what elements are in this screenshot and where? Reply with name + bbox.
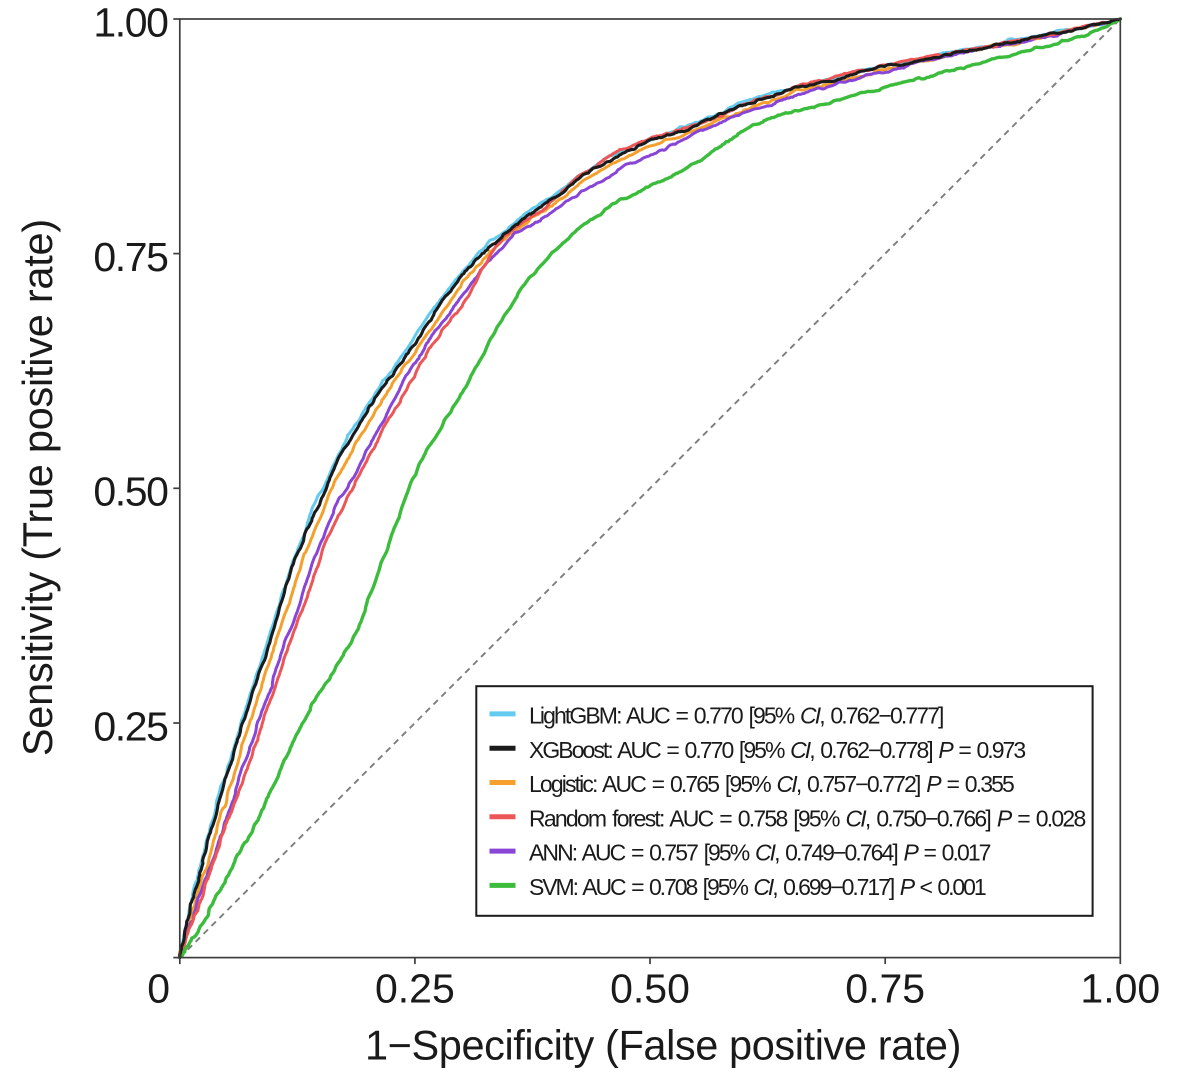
svg-text:Random forest: AUC = 0.758 [95: Random forest: AUC = 0.758 [95% CI, 0.75… [529, 805, 1085, 831]
svg-text:1.00: 1.00 [93, 0, 168, 45]
svg-text:0.75: 0.75 [93, 234, 168, 280]
svg-text:XGBoost: AUC = 0.770 [95% CI,: XGBoost: AUC = 0.770 [95% CI, 0.762−0.77… [529, 737, 1025, 763]
svg-text:0.50: 0.50 [610, 966, 690, 1012]
svg-text:0: 0 [147, 966, 170, 1012]
svg-text:1−Specificity (False positive: 1−Specificity (False positive rate) [365, 1022, 961, 1069]
svg-text:SVM: AUC = 0.708 [95% CI, 0.69: SVM: AUC = 0.708 [95% CI, 0.699−0.717] P… [529, 874, 986, 900]
svg-text:0.75: 0.75 [845, 966, 925, 1012]
svg-text:LightGBM: AUC = 0.770 [95% CI,: LightGBM: AUC = 0.770 [95% CI, 0.762−0.7… [529, 703, 943, 729]
svg-text:0.50: 0.50 [93, 469, 168, 515]
svg-text:0.25: 0.25 [375, 966, 455, 1012]
svg-text:ANN: AUC = 0.757 [95% CI, 0.74: ANN: AUC = 0.757 [95% CI, 0.749−0.764] P… [529, 840, 991, 866]
svg-text:Sensitivity (True positive rat: Sensitivity (True positive rate) [14, 219, 61, 756]
svg-text:0.25: 0.25 [93, 703, 168, 749]
svg-text:Logistic: AUC = 0.765 [95% CI,: Logistic: AUC = 0.765 [95% CI, 0.757−0.7… [529, 771, 1014, 797]
svg-text:1.00: 1.00 [1080, 966, 1160, 1012]
